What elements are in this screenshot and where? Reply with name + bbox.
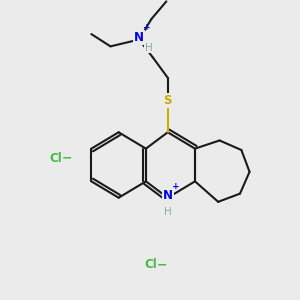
Text: +: + (172, 182, 180, 191)
Text: H: H (164, 207, 172, 217)
Text: Cl: Cl (49, 152, 62, 165)
Text: N: N (163, 189, 173, 202)
Text: Cl: Cl (145, 258, 157, 271)
Text: −: − (157, 258, 167, 271)
Text: H: H (145, 43, 152, 53)
Text: N: N (134, 31, 144, 44)
Text: S: S (164, 94, 172, 107)
Text: +: + (143, 23, 151, 32)
Text: −: − (61, 152, 72, 165)
